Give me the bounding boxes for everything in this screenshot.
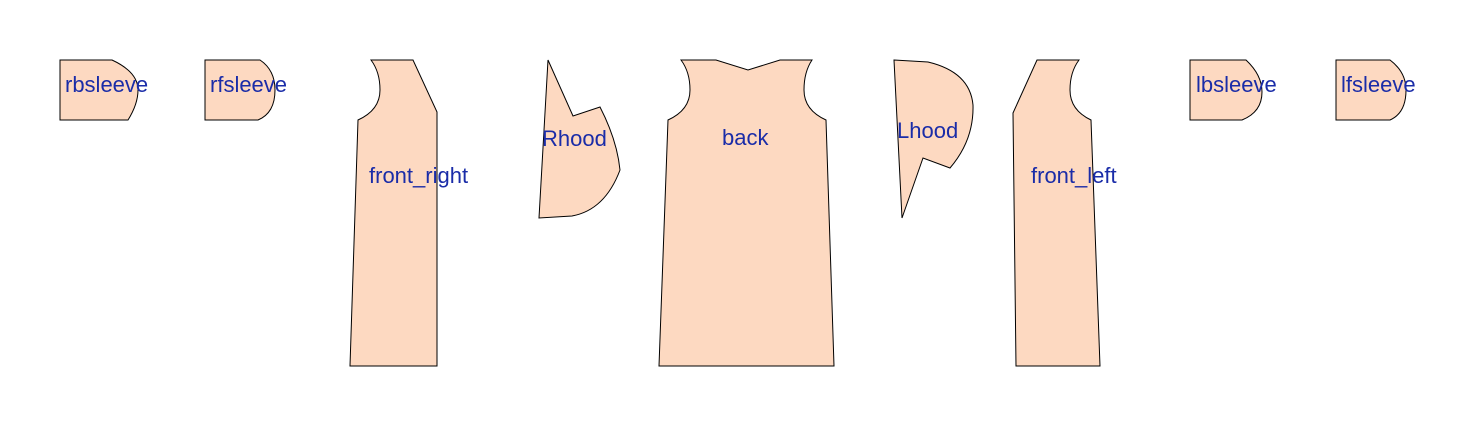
- piece-lhood-label: Lhood: [897, 118, 958, 143]
- piece-front-right-label: front_right: [369, 163, 468, 188]
- piece-lhood-shape: [893, 59, 974, 219]
- piece-rbsleeve-label: rbsleeve: [65, 72, 148, 97]
- piece-lbsleeve-label: lbsleeve: [1196, 72, 1277, 97]
- piece-lfsleeve-label: lfsleeve: [1341, 72, 1416, 97]
- piece-lfsleeve-shape: [1335, 59, 1407, 121]
- piece-front-left-label: front_left: [1031, 163, 1117, 188]
- piece-back[interactable]: back: [658, 59, 835, 367]
- piece-back-label: back: [722, 125, 769, 150]
- piece-lbsleeve-shape: [1189, 59, 1263, 121]
- piece-front-right-shape: [349, 59, 438, 367]
- piece-front-left-shape: [1012, 59, 1101, 367]
- piece-rhood-shape: [538, 59, 621, 219]
- piece-rfsleeve-label: rfsleeve: [210, 72, 287, 97]
- piece-rhood[interactable]: Rhood: [538, 59, 621, 219]
- piece-front-right[interactable]: front_right: [349, 59, 468, 367]
- piece-rfsleeve[interactable]: rfsleeve: [204, 59, 287, 121]
- piece-rbsleeve[interactable]: rbsleeve: [59, 59, 148, 121]
- piece-lbsleeve[interactable]: lbsleeve: [1189, 59, 1277, 121]
- piece-rhood-label: Rhood: [542, 126, 607, 151]
- piece-rbsleeve-shape: [59, 59, 139, 121]
- piece-back-shape: [658, 59, 835, 367]
- piece-rfsleeve-shape: [204, 59, 276, 121]
- piece-front-left[interactable]: front_left: [1012, 59, 1117, 367]
- piece-lhood[interactable]: Lhood: [893, 59, 974, 219]
- piece-lfsleeve[interactable]: lfsleeve: [1335, 59, 1416, 121]
